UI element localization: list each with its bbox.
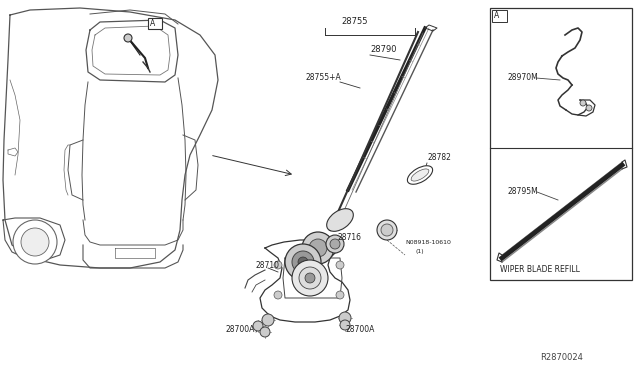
Circle shape [305, 273, 315, 283]
Text: 28700A: 28700A [345, 326, 374, 334]
Circle shape [330, 239, 340, 249]
Circle shape [21, 228, 49, 256]
Text: N08918-10610: N08918-10610 [405, 240, 451, 244]
Circle shape [309, 239, 327, 257]
Circle shape [336, 261, 344, 269]
Ellipse shape [408, 166, 433, 184]
Bar [148, 18, 162, 29]
Circle shape [13, 220, 57, 264]
Text: 28755: 28755 [342, 17, 368, 26]
Circle shape [124, 34, 132, 42]
Text: 28700A: 28700A [225, 326, 254, 334]
Circle shape [262, 314, 274, 326]
Circle shape [586, 105, 592, 111]
Circle shape [381, 224, 393, 236]
Bar [492, 10, 507, 22]
Text: A: A [494, 12, 499, 20]
Circle shape [298, 257, 308, 267]
Text: (1): (1) [415, 250, 424, 254]
Circle shape [336, 291, 344, 299]
Circle shape [580, 100, 586, 106]
Text: WIPER BLADE REFILL: WIPER BLADE REFILL [500, 266, 580, 275]
Circle shape [274, 291, 282, 299]
Circle shape [274, 261, 282, 269]
Circle shape [292, 251, 314, 273]
Circle shape [292, 260, 328, 296]
Circle shape [299, 267, 321, 289]
Ellipse shape [411, 169, 429, 181]
Circle shape [340, 320, 350, 330]
Text: 28790: 28790 [370, 45, 397, 55]
Text: 28710: 28710 [255, 260, 279, 269]
Text: 28716: 28716 [338, 234, 362, 243]
Circle shape [302, 232, 334, 264]
Text: A: A [150, 19, 156, 29]
Ellipse shape [326, 209, 353, 231]
Circle shape [326, 235, 344, 253]
Text: R2870024: R2870024 [540, 353, 583, 362]
Circle shape [377, 220, 397, 240]
Circle shape [253, 321, 263, 331]
Circle shape [260, 327, 270, 337]
Text: 28782: 28782 [428, 154, 452, 163]
Text: 28795M: 28795M [508, 187, 539, 196]
Text: 28755+A: 28755+A [305, 74, 340, 83]
Circle shape [285, 244, 321, 280]
Text: 28970M: 28970M [508, 74, 539, 83]
Bar [490, 8, 632, 280]
Circle shape [339, 312, 351, 324]
